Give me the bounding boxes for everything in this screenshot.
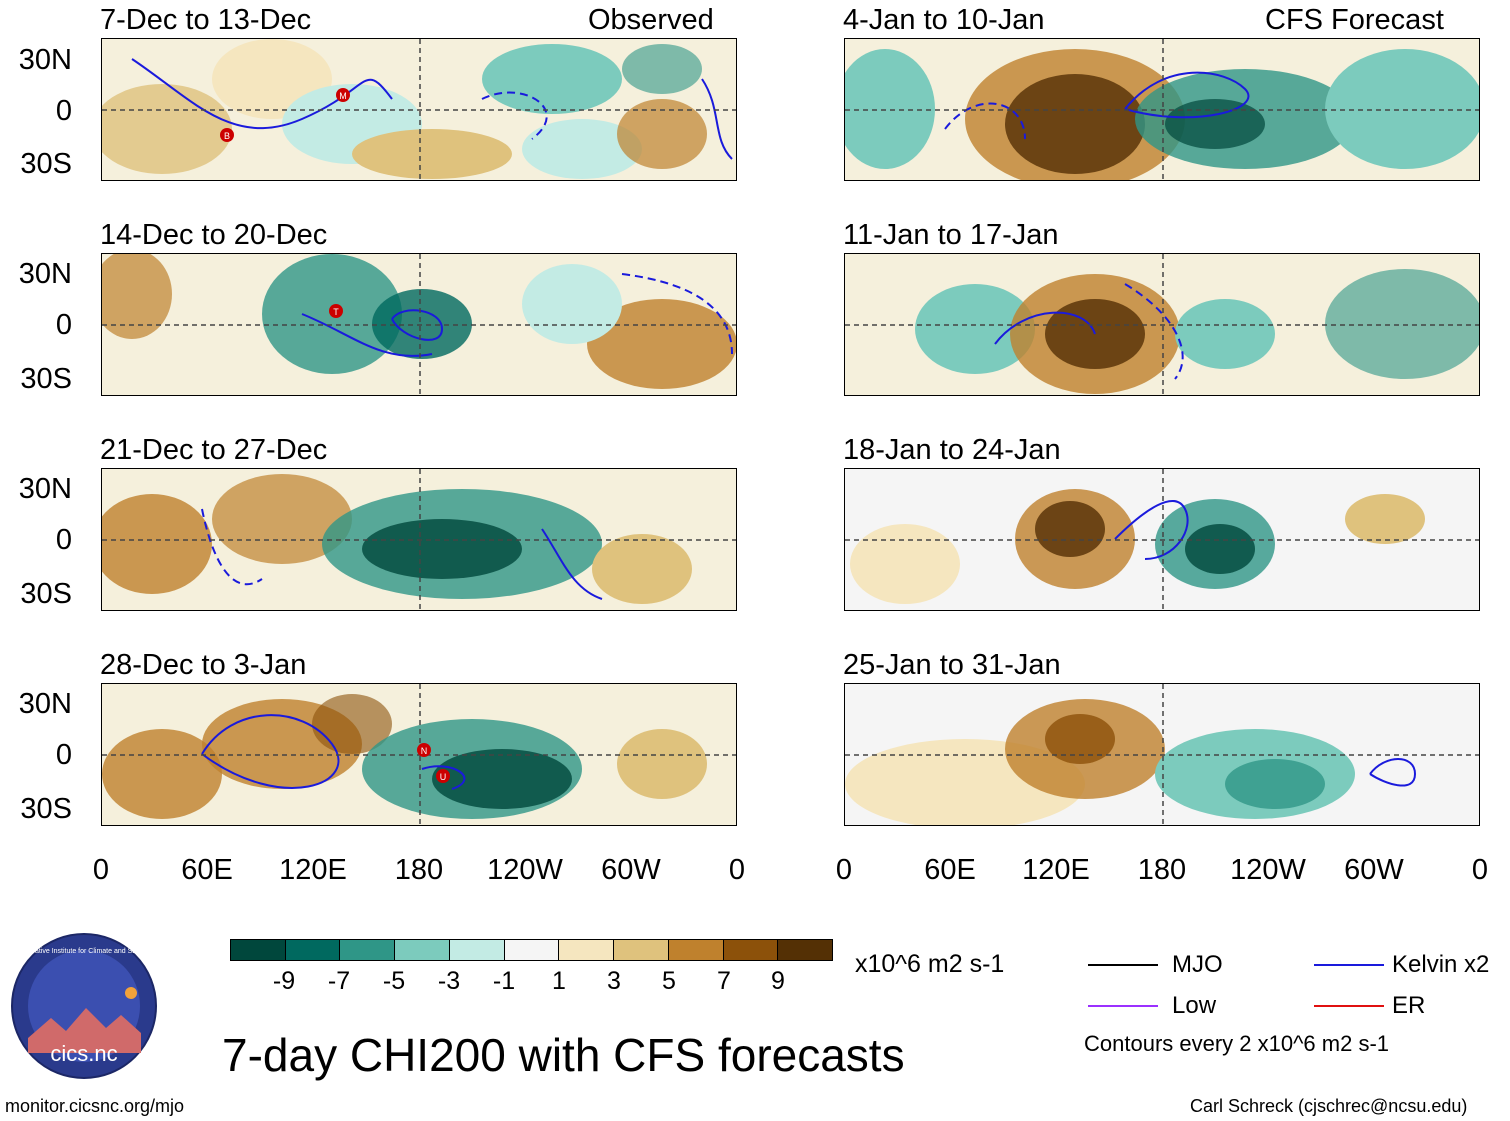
low-legend-label: Low <box>1172 992 1217 1019</box>
y-tick-label: 0 <box>55 95 72 127</box>
colorbar-label: 9 <box>771 967 785 995</box>
kelvin-legend-label: Kelvin x2 <box>1392 951 1490 978</box>
panel-title: 14-Dec to 20-Dec <box>100 219 328 251</box>
x-tick-label: 180 <box>1137 854 1187 886</box>
colorbar <box>230 939 833 961</box>
map-panel-forecast-4 <box>844 683 1480 826</box>
x-tick-label: 60W <box>1344 854 1404 886</box>
x-tick-label: 120W <box>1230 854 1306 886</box>
colorbar-label: -9 <box>272 967 296 995</box>
x-tick-label: 0 <box>835 854 853 886</box>
colorbar-swatch <box>614 940 669 960</box>
colorbar-label: -1 <box>492 967 516 995</box>
colorbar-label: -7 <box>327 967 351 995</box>
x-tick-label: 120E <box>279 854 347 886</box>
panel-title: 25-Jan to 31-Jan <box>843 649 1061 681</box>
y-tick-label: 30N <box>18 258 72 290</box>
y-tick-label: 30N <box>18 473 72 505</box>
colorbar-label: -5 <box>382 967 406 995</box>
y-tick-label: 30N <box>18 688 72 720</box>
colorbar-swatch <box>231 940 286 960</box>
map-panel-forecast-2 <box>844 253 1480 396</box>
colorbar-swatch <box>395 940 450 960</box>
colorbar-label: -3 <box>437 967 461 995</box>
y-tick-label: 0 <box>55 739 72 771</box>
y-tick-label: 30S <box>20 148 72 180</box>
map-panel-observed-2: T <box>101 253 737 396</box>
footer-url: monitor.cicsnc.org/mjo <box>5 1096 185 1116</box>
er-legend-line <box>1314 1005 1384 1007</box>
logo-ring-text: Cooperative Institute for Climate and Sa… <box>12 948 156 955</box>
cics-logo: cics.nc Cooperative Institute for Climat… <box>11 933 157 1079</box>
storm-marker: B <box>220 128 234 142</box>
colorbar-swatch <box>504 940 560 960</box>
storm-letter: M <box>339 91 347 101</box>
mjo-legend-label: MJO <box>1172 951 1223 978</box>
contours-note: Contours every 2 x10^6 m2 s-1 <box>1084 1031 1390 1056</box>
kelvin-legend-line <box>1314 964 1384 966</box>
y-tick-label: 0 <box>55 524 72 556</box>
colorbar-swatch <box>559 940 615 960</box>
colorbar-label: 3 <box>607 967 621 995</box>
y-tick-label: 30S <box>20 363 72 395</box>
storm-letter: T <box>333 307 339 317</box>
low-legend-line <box>1088 1005 1158 1007</box>
colorbar-swatch <box>285 940 341 960</box>
x-tick-label: 120W <box>487 854 563 886</box>
storm-marker: T <box>329 304 343 318</box>
observed-label: Observed <box>588 4 714 36</box>
mjo-legend-line <box>1088 964 1158 966</box>
x-tick-label: 120E <box>1022 854 1090 886</box>
storm-marker: N <box>417 743 431 757</box>
forecast-label: CFS Forecast <box>1265 4 1444 36</box>
x-tick-label: 0 <box>1471 854 1489 886</box>
colorbar-label: 1 <box>552 967 566 995</box>
map-panel-forecast-3 <box>844 468 1480 611</box>
logo-text: cics.nc <box>50 1041 117 1066</box>
y-tick-label: 30S <box>20 578 72 610</box>
panel-title: 4-Jan to 10-Jan <box>843 4 1045 36</box>
map-panel-observed-3 <box>101 468 737 611</box>
panel-title: 11-Jan to 17-Jan <box>843 219 1059 251</box>
colorbar-label: 5 <box>662 967 676 995</box>
x-tick-label: 180 <box>394 854 444 886</box>
footer-credit: Carl Schreck (cjschrec@ncsu.edu) <box>1190 1096 1468 1116</box>
storm-marker: U <box>436 769 450 783</box>
storm-letter: N <box>421 746 428 756</box>
x-tick-label: 60E <box>924 854 976 886</box>
colorbar-swatch <box>778 940 833 960</box>
main-title: 7-day CHI200 with CFS forecasts <box>222 1029 905 1081</box>
y-tick-label: 30N <box>18 44 72 76</box>
panel-title: 18-Jan to 24-Jan <box>843 434 1061 466</box>
storm-letter: U <box>440 772 447 782</box>
map-panel-observed-1: B M <box>101 38 737 181</box>
x-tick-label: 60E <box>181 854 233 886</box>
colorbar-label: 7 <box>717 967 731 995</box>
panel-title: 28-Dec to 3-Jan <box>100 649 307 681</box>
x-tick-label: 0 <box>92 854 110 886</box>
colorbar-swatch <box>340 940 396 960</box>
er-legend-label: ER <box>1392 992 1426 1019</box>
colorbar-units: x10^6 m2 s-1 <box>855 950 1005 978</box>
storm-marker: M <box>336 88 350 102</box>
map-panel-forecast-1 <box>844 38 1480 181</box>
x-tick-label: 60W <box>601 854 661 886</box>
colorbar-swatch <box>449 940 505 960</box>
panel-title: 7-Dec to 13-Dec <box>100 4 312 36</box>
map-panel-observed-4: N U <box>101 683 737 826</box>
colorbar-swatch <box>723 940 779 960</box>
panel-title: 21-Dec to 27-Dec <box>100 434 328 466</box>
x-tick-label: 0 <box>728 854 746 886</box>
y-tick-label: 30S <box>20 793 72 825</box>
storm-letter: B <box>224 131 230 141</box>
colorbar-swatch <box>668 940 724 960</box>
y-tick-label: 0 <box>55 309 72 341</box>
